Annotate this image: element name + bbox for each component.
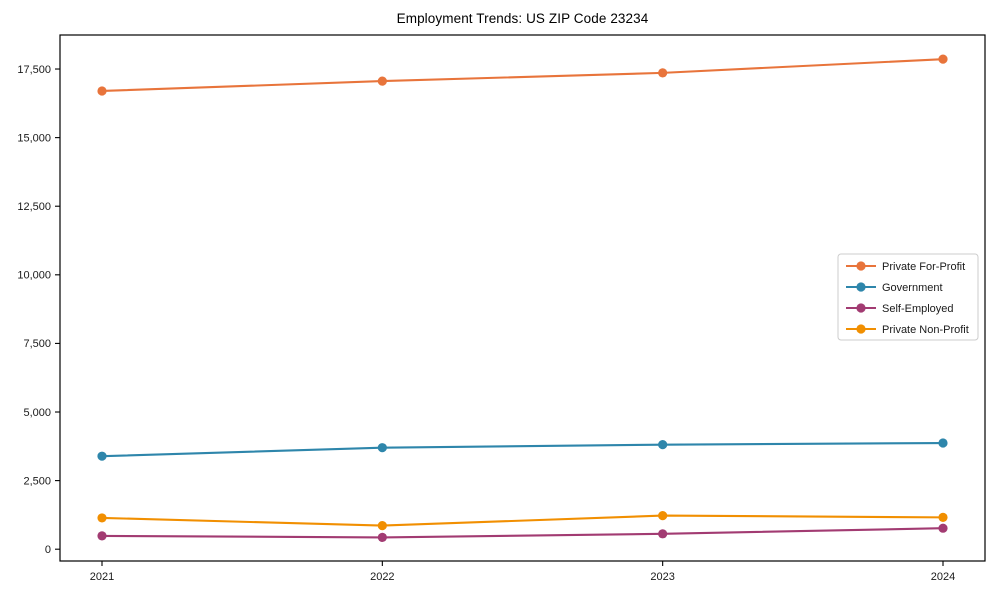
legend: Private For-Profit Government Self-Employe…	[837, 253, 979, 341]
series-marker	[938, 523, 948, 533]
legend-marker	[856, 282, 866, 292]
series-marker	[938, 512, 948, 522]
legend-label: Private For-Profit	[882, 261, 965, 273]
series-marker	[97, 86, 107, 96]
legend-marker	[856, 261, 866, 271]
series-line	[100, 514, 945, 527]
legend-box	[837, 253, 979, 341]
series-marker	[377, 521, 387, 531]
series-line	[100, 527, 945, 539]
series-marker	[658, 510, 668, 521]
series-line	[100, 441, 945, 458]
y-axis-tick-label: 12,500	[17, 201, 51, 213]
series-marker	[658, 440, 668, 450]
series-marker	[938, 54, 948, 64]
series-marker	[97, 513, 107, 523]
chart-title: Employment Trends: US ZIP Code 23234	[396, 11, 649, 26]
y-axis-tick-label: 5,000	[23, 407, 51, 419]
legend-label: Government	[882, 282, 943, 294]
series-marker	[377, 76, 387, 86]
legend-marker	[856, 303, 866, 313]
legend-label: Self-Employed	[882, 303, 954, 315]
y-axis-tick-label: 7,500	[23, 338, 51, 350]
y-axis-tick-label: 17,500	[17, 64, 51, 76]
x-axis-tick-label: 2022	[370, 571, 394, 583]
plot-border	[59, 34, 986, 562]
x-axis-tick-label: 2023	[650, 571, 674, 583]
series-marker	[658, 68, 668, 78]
series-marker	[658, 529, 668, 539]
y-axis-tick-label: 10,000	[17, 270, 51, 282]
y-axis-tick-label: 15,000	[17, 132, 51, 144]
legend-marker	[856, 324, 866, 334]
x-axis-tick-label: 2024	[931, 571, 955, 583]
series-marker	[377, 532, 387, 543]
y-axis-tick-label: 0	[45, 544, 51, 556]
x-axis-tick-label: 2021	[90, 571, 114, 583]
series-marker	[377, 443, 387, 453]
series-marker	[938, 438, 948, 448]
series-marker	[97, 451, 107, 461]
series-line	[100, 58, 945, 93]
legend-label: Private Non-Profit	[882, 324, 969, 336]
y-axis-tick-label: 2,500	[23, 475, 51, 487]
series-marker	[97, 531, 107, 541]
